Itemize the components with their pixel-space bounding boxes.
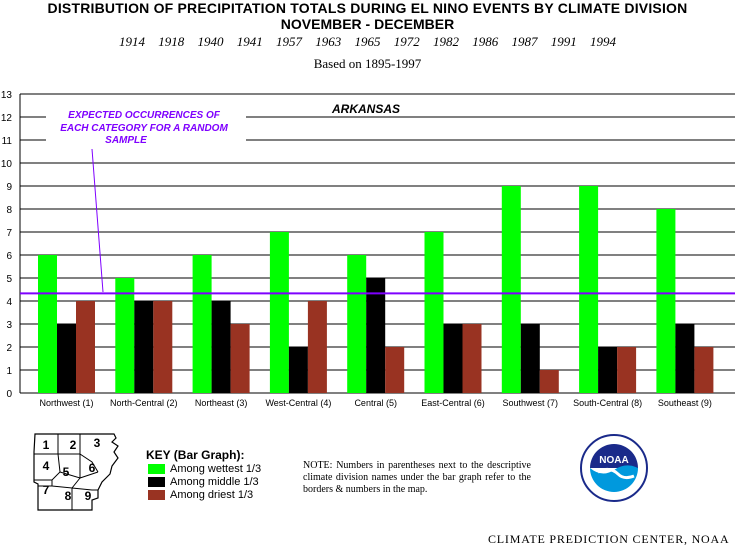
annotation-line-2: EACH CATEGORY FOR A RANDOM (60, 123, 228, 134)
y-tick-label-3: 3 (6, 320, 12, 331)
swatch-middle (148, 477, 165, 488)
bar-4-amongdriest (307, 301, 327, 393)
x-tick-label-9: Southeast (9) (658, 398, 712, 408)
y-tick-label-11: 11 (2, 136, 13, 147)
annotation-line-1: EXPECTED OCCURRENCES OF (68, 110, 221, 121)
arkansas-division-map: 1 2 34 5 67 8 9 (33, 433, 119, 511)
map-label-4: 4 (43, 459, 50, 473)
base-period: Based on 1895-1997 (313, 56, 422, 71)
x-tick-label-8: South-Central (8) (573, 398, 642, 408)
y-tick-label-8: 8 (6, 205, 12, 216)
y-tick-label-0: 0 (6, 389, 12, 400)
x-tick-label-5: Central (5) (354, 398, 397, 408)
bar-3-amongwettest (192, 255, 212, 393)
map-label-9: 9 (85, 489, 92, 503)
bar-4-amongmiddle (288, 347, 308, 393)
chart-title: ARKANSAS (331, 102, 400, 116)
map-label-1: 1 (43, 438, 50, 452)
x-tick-label-3: Northeast (3) (195, 398, 248, 408)
bar-5-amongdriest (385, 347, 405, 393)
x-axis-labels: Northwest (1) North-Central (2) Northeast … (39, 398, 711, 408)
bar-5-amongmiddle (366, 278, 386, 393)
bar-5-amongwettest (347, 255, 367, 393)
y-tick-label-10: 10 (1, 159, 13, 170)
note-text: NOTE: Numbers in parentheses next to the… (303, 460, 531, 495)
credit-line: CLIMATE PREDICTION CENTER, NOAA (488, 532, 730, 546)
bar-9-amongwettest (656, 209, 676, 393)
bar-8-amongmiddle (598, 347, 618, 393)
key-label-wettest: Among wettest 1/3 (170, 463, 262, 475)
bar-8-amongdriest (617, 347, 637, 393)
y-tick-label-2: 2 (6, 343, 12, 354)
bars (38, 186, 714, 393)
bar-8-amongwettest (579, 186, 599, 393)
bar-9-amongmiddle (675, 324, 695, 393)
annotation-pointer (91, 148, 104, 293)
y-tick-label-13: 13 (1, 90, 13, 101)
logo-text: NOAA (599, 455, 628, 466)
annotation-line-3: SAMPLE (105, 135, 147, 146)
x-tick-label-1: Northwest (1) (39, 398, 93, 408)
el-nino-years: 1914 1918 1940 1941 1957 1963 1965 1972 … (119, 34, 616, 49)
x-tick-label-7: Southwest (7) (503, 398, 559, 408)
bar-7-amongmiddle (520, 324, 540, 393)
chart-title-season: NOVEMBER - DECEMBER (280, 16, 455, 32)
x-tick-label-2: North-Central (2) (110, 398, 178, 408)
map-label-3: 3 (94, 436, 101, 450)
x-tick-label-6: East-Central (6) (421, 398, 485, 408)
map-label-5: 5 (63, 465, 70, 479)
y-tick-label-9: 9 (6, 182, 12, 193)
key-item-wettest: Among wettest 1/3 (148, 463, 261, 475)
bar-2-amongmiddle (134, 301, 154, 393)
key-item-driest: Among driest 1/3 (148, 489, 253, 501)
division-numbers: 1 2 34 5 67 8 9 (43, 436, 101, 503)
y-tick-label-5: 5 (6, 274, 12, 285)
map-label-2: 2 (70, 438, 77, 452)
key-item-middle: Among middle 1/3 (148, 476, 259, 488)
chart-title-background (318, 101, 410, 116)
state-outline (33, 433, 119, 511)
division-borders (34, 434, 99, 510)
y-tick-label-7: 7 (6, 228, 12, 239)
chart-title-main: DISTRIBUTION OF PRECIPITATION TOTALS DUR… (47, 0, 688, 16)
y-tick-label-4: 4 (6, 297, 12, 308)
bar-1-amongdriest (76, 301, 95, 393)
bar-2-amongdriest (153, 301, 173, 393)
bar-4-amongwettest (269, 232, 289, 393)
bar-7-amongdriest (539, 370, 559, 393)
y-tick-label-6: 6 (6, 251, 12, 262)
bar-1-amongwettest (38, 255, 57, 393)
key-title: KEY (Bar Graph): (146, 448, 245, 462)
x-tick-label-4: West-Central (4) (265, 398, 331, 408)
bar-6-amongmiddle (443, 324, 463, 393)
bar-1-amongmiddle (57, 324, 76, 393)
bar-3-amongdriest (230, 324, 250, 393)
map-label-7: 7 (43, 483, 50, 497)
bar-3-amongmiddle (211, 301, 231, 393)
y-tick-label-1: 1 (6, 366, 12, 377)
noaa-logo: NOAA (580, 434, 648, 502)
map-label-6: 6 (89, 461, 96, 475)
annotation-background (46, 104, 246, 148)
y-tick-label-12: 12 (1, 113, 13, 124)
swatch-driest (148, 490, 165, 501)
bar-9-amongdriest (694, 347, 714, 393)
bar-7-amongwettest (501, 186, 521, 393)
map-label-8: 8 (65, 489, 72, 503)
swatch-wettest (148, 464, 165, 475)
key-label-middle: Among middle 1/3 (170, 476, 259, 488)
bar-2-amongwettest (115, 278, 135, 393)
key-label-driest: Among driest 1/3 (170, 489, 254, 501)
bar-6-amongwettest (424, 232, 444, 393)
bar-6-amongdriest (462, 324, 482, 393)
